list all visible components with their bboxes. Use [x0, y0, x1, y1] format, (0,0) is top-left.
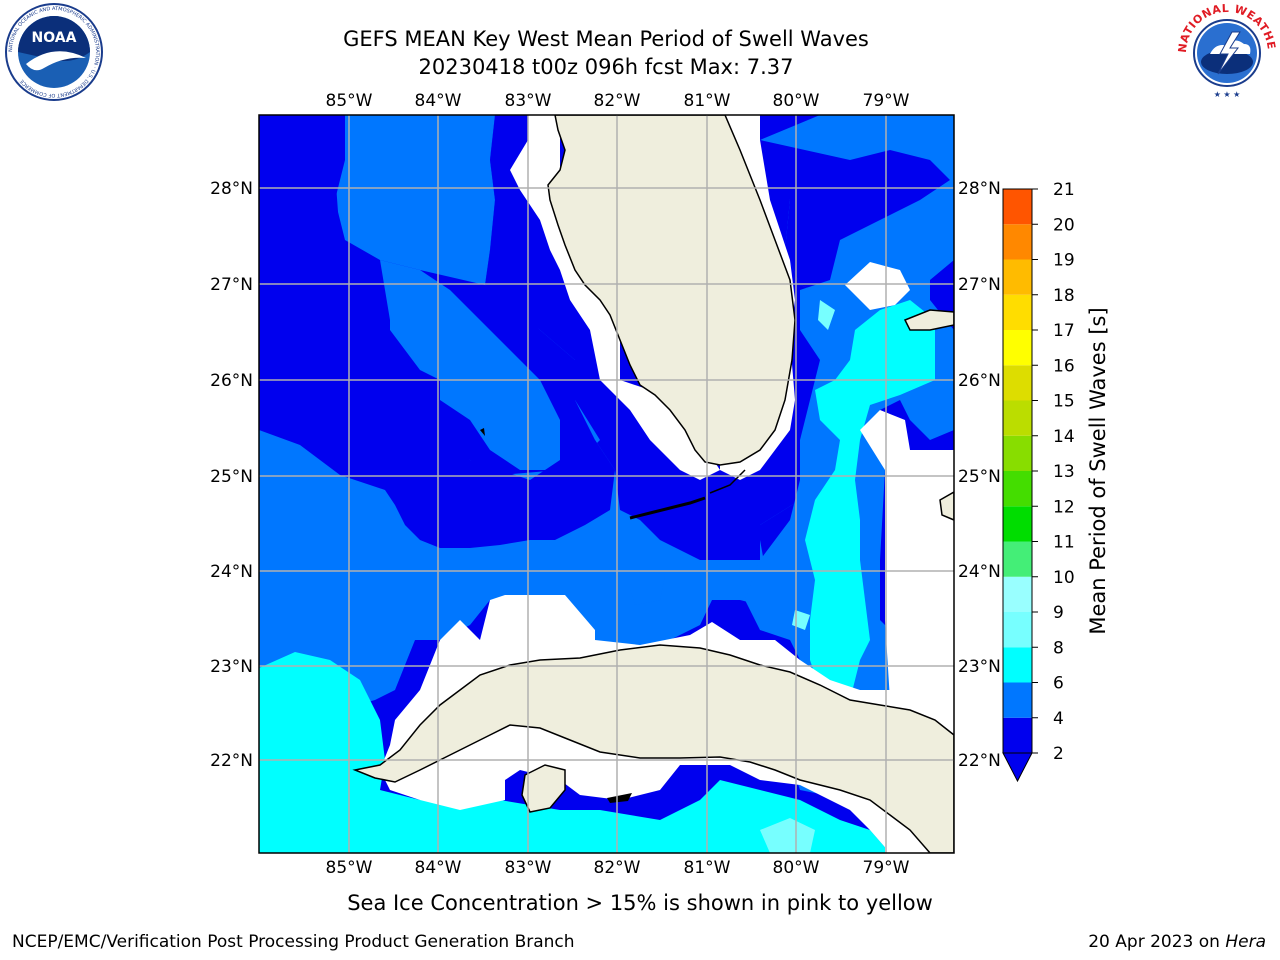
colorbar-segment	[1003, 717, 1032, 753]
colorbar-segment	[1003, 224, 1032, 260]
colorbar-tick-label: 8	[1053, 638, 1064, 658]
lon-tick-label: 84°W	[415, 858, 462, 878]
lon-tick-label: 80°W	[773, 858, 820, 878]
colorbar-segment	[1003, 435, 1032, 471]
map-subtitle: 20230418 t00z 096h fcst Max: 7.37	[418, 55, 794, 79]
band-6-8-southwest	[259, 652, 890, 853]
cuba-land	[352, 644, 954, 853]
lon-tick-label: 84°W	[415, 91, 462, 111]
longitude-labels-bottom: 85°W 84°W 83°W 82°W 81°W 80°W 79°W	[326, 858, 910, 878]
colorbar-tick-label: 16	[1053, 356, 1075, 376]
lon-tick-label: 82°W	[594, 858, 641, 878]
map-frame	[258, 114, 955, 854]
island-mark	[480, 428, 485, 436]
lon-tick-label: 82°W	[594, 91, 641, 111]
band-6-8-atlantic	[805, 300, 935, 700]
colorbar-tick-label: 21	[1053, 180, 1075, 200]
svg-text:★ ★ ★: ★ ★ ★	[1214, 90, 1241, 99]
isle-of-youth-land	[521, 764, 566, 813]
lat-tick-label: 23°N	[958, 657, 1001, 677]
florida-keys	[629, 496, 706, 520]
graticule	[259, 115, 954, 853]
nws-logo-icon: NATIONAL WEATHER SERVICE ★ ★ ★	[1176, 2, 1277, 102]
footer-date-text: 20 Apr 2023 on	[1088, 932, 1220, 952]
colorbar-tick-label: 2	[1053, 744, 1064, 764]
lon-tick-label: 83°W	[505, 858, 552, 878]
florida-land	[547, 115, 796, 466]
lat-tick-label: 25°N	[210, 467, 253, 487]
colorbar-tick-label: 11	[1053, 533, 1075, 553]
colorbar-segment	[1003, 330, 1032, 366]
sea-ice-note: Sea Ice Concentration > 15% is shown in …	[347, 891, 933, 915]
band-4-6-patch	[630, 570, 665, 605]
lat-tick-label: 24°N	[958, 562, 1001, 582]
colorbar-under-arrow	[1002, 752, 1033, 783]
island-mark	[607, 793, 632, 803]
colorbar-segment	[1003, 189, 1032, 225]
lon-tick-label: 81°W	[684, 858, 731, 878]
lat-tick-label: 25°N	[958, 467, 1001, 487]
colorbar-tick-label: 19	[1053, 251, 1075, 271]
colorbar-segment	[1003, 506, 1032, 542]
colorbar-segment	[1003, 471, 1032, 507]
colorbar-tick-label: 6	[1053, 674, 1064, 694]
latitude-labels-left: 28°N 27°N 26°N 25°N 24°N 23°N 22°N	[210, 179, 253, 771]
noaa-logo-icon: NOAA NATIONAL OCEANIC AND ATMOSPHERIC AD…	[5, 3, 103, 101]
svg-text:NOAA: NOAA	[32, 30, 77, 46]
colorbar: 2 4 6 8 9 10 11 12 13 14 15 16 17 18 19 20 21	[1002, 180, 1075, 783]
lat-tick-label: 26°N	[958, 371, 1001, 391]
colorbar-tick-label: 9	[1053, 603, 1064, 623]
lat-tick-label: 28°N	[210, 179, 253, 199]
colorbar-segment	[1003, 365, 1032, 401]
lon-tick-label: 83°W	[505, 91, 552, 111]
lat-tick-label: 27°N	[958, 275, 1001, 295]
florida-keys	[709, 469, 746, 494]
colorbar-label: Mean Period of Swell Waves [s]	[1086, 307, 1110, 634]
colorbar-tick-label: 20	[1053, 215, 1075, 235]
colorbar-tick-label: 14	[1053, 427, 1075, 447]
colorbar-tick-label: 13	[1053, 462, 1075, 482]
lon-tick-label: 79°W	[863, 858, 910, 878]
colorbar-tick-label: 10	[1053, 568, 1075, 588]
band-8-9-patch	[760, 818, 815, 853]
lon-tick-label: 85°W	[326, 91, 373, 111]
bahamas-land	[903, 309, 954, 331]
lon-tick-label: 79°W	[863, 91, 910, 111]
map-title: GEFS MEAN Key West Mean Period of Swell …	[343, 27, 869, 51]
colorbar-segment	[1003, 576, 1032, 612]
colorbar-segment	[1003, 541, 1032, 577]
lat-tick-label: 24°N	[210, 562, 253, 582]
colorbar-tick-label: 15	[1053, 392, 1075, 412]
footer-date: 20 Apr 2023 on Hera	[1088, 932, 1266, 952]
longitude-labels-top: 85°W 84°W 83°W 82°W 81°W 80°W 79°W	[326, 91, 910, 111]
footer-credit: NCEP/EMC/Verification Post Processing Pr…	[12, 932, 575, 952]
colorbar-segment	[1003, 647, 1032, 683]
lat-tick-label: 23°N	[210, 657, 253, 677]
colorbar-segment	[1003, 294, 1032, 330]
lat-tick-label: 22°N	[210, 751, 253, 771]
colorbar-tick-label: 18	[1053, 286, 1075, 306]
colorbar-segment	[1003, 682, 1032, 718]
colorbar-segment	[1003, 259, 1032, 295]
colorbar-segment	[1003, 612, 1032, 648]
band-4-6-gulf-core	[335, 115, 495, 285]
lat-tick-label: 27°N	[210, 275, 253, 295]
colorbar-tick-label: 12	[1053, 497, 1075, 517]
footer-machine: Hera	[1225, 932, 1266, 952]
latitude-labels-right: 28°N 27°N 26°N 25°N 24°N 23°N 22°N	[958, 179, 1001, 771]
band-8-9-patch	[818, 300, 835, 330]
lat-tick-label: 28°N	[958, 179, 1001, 199]
lon-tick-label: 80°W	[773, 91, 820, 111]
lat-tick-label: 26°N	[210, 371, 253, 391]
colorbar-tick-label: 17	[1053, 321, 1075, 341]
colorbar-tick-label: 4	[1053, 709, 1064, 729]
lon-tick-label: 85°W	[326, 858, 373, 878]
colorbar-segment	[1003, 400, 1032, 436]
bahamas-land	[939, 491, 954, 521]
lon-tick-label: 81°W	[684, 91, 731, 111]
lat-tick-label: 22°N	[958, 751, 1001, 771]
no-data-bahamas	[845, 262, 910, 310]
